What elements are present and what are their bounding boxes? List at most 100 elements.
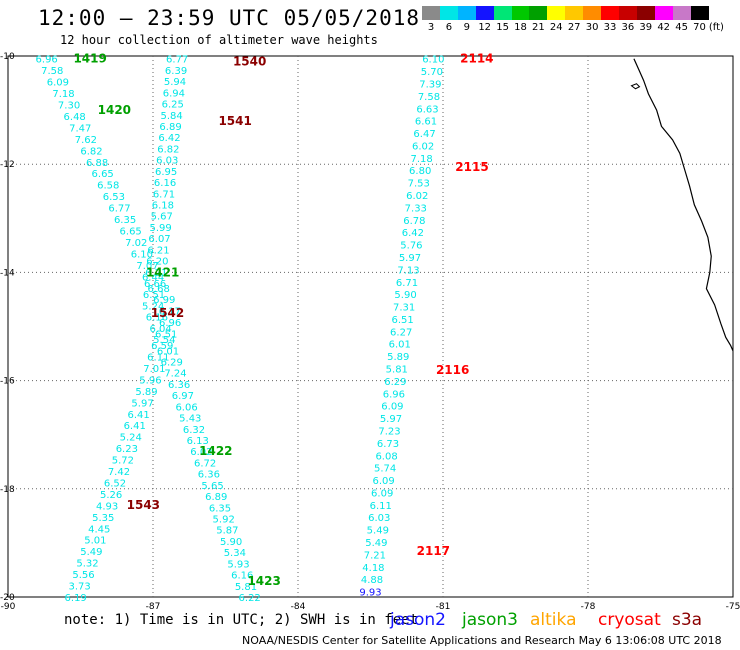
swh-value: 5.34	[224, 548, 246, 559]
scale-swatch	[690, 6, 709, 20]
swh-value: 7.18	[52, 89, 74, 100]
swh-value: 6.08	[375, 451, 397, 462]
scale-swatch	[583, 6, 602, 20]
swh-value: 5.97	[399, 253, 421, 264]
scale-label: 42	[657, 22, 671, 33]
swh-value: 5.92	[213, 514, 235, 525]
swh-value: 5.90	[220, 537, 242, 548]
pass-number-label: 1419	[73, 52, 106, 66]
swh-value: 7.21	[364, 550, 386, 561]
swh-value: 6.51	[392, 315, 414, 326]
swh-value: 6.95	[155, 167, 177, 178]
swh-value: 6.10	[422, 55, 444, 66]
swh-value: 7.53	[408, 179, 430, 190]
legend-altika: altika	[530, 610, 577, 630]
swh-value: 6.19	[65, 593, 87, 604]
scale-swatch	[618, 6, 638, 20]
swh-value: 5.93	[227, 559, 249, 570]
swh-value: 7.30	[58, 101, 80, 112]
swh-value: 6.42	[158, 133, 180, 144]
swh-value: 6.48	[64, 112, 86, 123]
swh-value: 5.74	[374, 464, 396, 475]
swh-value: 6.51	[143, 290, 165, 301]
swh-value: 5.90	[394, 290, 416, 301]
swh-value: 7.33	[405, 203, 427, 214]
swh-value: 3.73	[68, 582, 90, 593]
swh-value: 7.02	[125, 238, 147, 249]
note-text: note: 1) Time is in UTC; 2) SWH is in fe…	[64, 612, 419, 628]
swh-value: 6.17	[159, 307, 181, 318]
swh-value: 5.70	[421, 67, 443, 78]
scale-label: 12	[478, 22, 492, 33]
swh-value: 5.81	[235, 582, 257, 593]
latitude-tick-label: -20	[0, 593, 15, 603]
credit-line: NOAA/NESDIS Center for Satellite Applica…	[242, 634, 722, 647]
swh-value: 7.62	[75, 135, 97, 146]
scale-label: 27	[567, 22, 581, 33]
swh-value: 4.88	[361, 575, 383, 586]
swh-value: 7.24	[164, 369, 186, 380]
scale-swatch	[547, 6, 566, 20]
scale-label: 21	[532, 22, 545, 33]
swh-value: 6.09	[371, 488, 393, 499]
scale-label: 9	[463, 22, 470, 33]
scale-label: 45	[675, 22, 688, 33]
scale-swatch	[475, 6, 495, 20]
swh-value: 5.01	[84, 536, 106, 547]
pass-number-label: 1543	[127, 498, 160, 512]
longitude-tick-label: -84	[291, 602, 306, 612]
latitude-tick-label: -16	[0, 377, 15, 387]
swh-value: 5.84	[161, 111, 183, 122]
pass-number-label: 1422	[199, 444, 232, 458]
swh-value: 6.10	[131, 249, 153, 260]
swh-value: 5.94	[164, 77, 186, 88]
pass-number-label: 1540	[233, 54, 266, 68]
scale-swatch	[457, 6, 477, 20]
swh-value: 6.25	[162, 100, 184, 111]
scale-swatch	[565, 6, 584, 20]
swh-value: 6.71	[153, 189, 175, 200]
swh-value: 7.47	[69, 123, 91, 134]
scale-swatch	[672, 6, 691, 20]
swh-value: 6.02	[412, 141, 434, 152]
swh-value: 5.54	[153, 335, 175, 346]
swh-value: 6.68	[148, 284, 170, 295]
pass-number-label: 1423	[247, 574, 280, 588]
swh-value: 6.21	[147, 245, 169, 256]
swh-value: 6.82	[80, 146, 102, 157]
swh-value: 6.78	[403, 216, 425, 227]
swh-value: 4.18	[362, 563, 384, 574]
swh-value: 6.96	[383, 389, 405, 400]
swh-value: 6.09	[47, 78, 69, 89]
scale-label: 18	[514, 22, 527, 33]
swh-value: 6.44	[142, 272, 164, 283]
pass-number-label: 2115	[455, 160, 488, 174]
swh-value: 6.03	[368, 513, 390, 524]
scale-label: 30	[585, 22, 599, 33]
latitude-tick-label: -14	[0, 268, 15, 278]
coastline	[633, 58, 734, 352]
swh-value: 6.53	[103, 192, 125, 203]
swh-value: 6.29	[384, 377, 406, 388]
swh-value: 5.43	[179, 414, 201, 425]
legend-jason2: jason2	[390, 610, 446, 630]
swh-value: 5.87	[216, 526, 238, 537]
swh-value: 6.82	[157, 144, 179, 155]
swh-value: 6.32	[183, 425, 205, 436]
swh-value: 6.58	[97, 181, 119, 192]
swh-value: 6.22	[239, 593, 261, 604]
swh-value: 6.96	[159, 318, 181, 329]
scale-label: 15	[496, 22, 509, 33]
swh-value: 6.13	[187, 436, 209, 447]
longitude-tick-label: -87	[146, 602, 161, 612]
swh-value: 6.73	[377, 439, 399, 450]
swh-value: 5.49	[80, 547, 102, 558]
swh-value: 5.97	[131, 398, 153, 409]
scale-swatch	[439, 6, 459, 20]
swh-value: 6.96	[36, 55, 58, 66]
swh-value: 6.18	[152, 200, 174, 211]
swh-value: 6.27	[390, 327, 412, 338]
swh-value: 6.20	[146, 257, 168, 268]
swh-value: 5.24	[142, 301, 164, 312]
swh-value: 7.31	[393, 303, 415, 314]
